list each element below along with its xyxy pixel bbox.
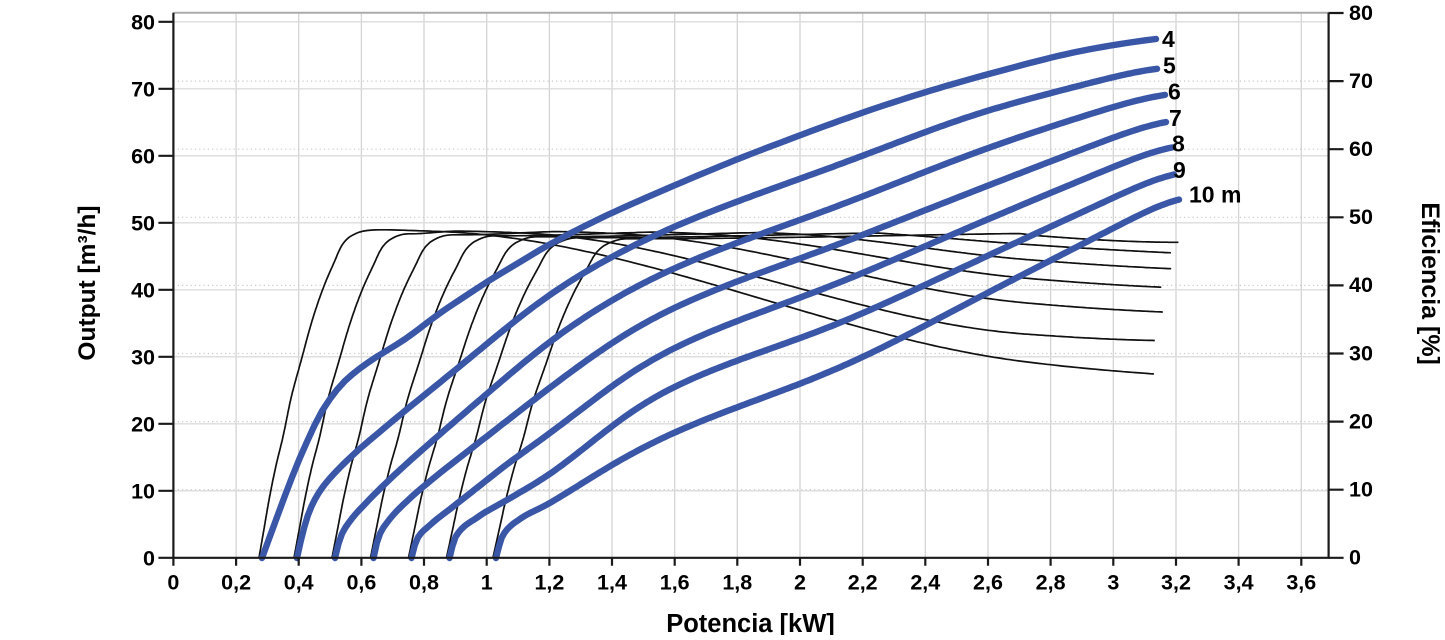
svg-text:2,8: 2,8 [1036, 571, 1066, 595]
svg-text:0,2: 0,2 [221, 571, 251, 595]
svg-text:0: 0 [167, 571, 179, 595]
svg-text:Eficiencia [%]: Eficiencia [%] [1416, 202, 1444, 365]
svg-text:Potencia [kW]: Potencia [kW] [666, 610, 835, 635]
svg-text:5: 5 [1163, 53, 1176, 79]
svg-text:1,6: 1,6 [660, 571, 690, 595]
svg-text:70: 70 [131, 77, 155, 101]
svg-text:50: 50 [131, 211, 155, 235]
svg-text:60: 60 [131, 144, 155, 168]
svg-text:4: 4 [1162, 26, 1175, 52]
svg-text:3: 3 [1107, 571, 1119, 595]
svg-text:3,6: 3,6 [1286, 571, 1316, 595]
svg-text:1,2: 1,2 [534, 571, 564, 595]
svg-text:80: 80 [131, 10, 155, 34]
svg-text:3,2: 3,2 [1161, 571, 1191, 595]
svg-text:20: 20 [131, 412, 155, 436]
svg-text:3,4: 3,4 [1224, 571, 1254, 595]
svg-text:0,4: 0,4 [284, 571, 314, 595]
svg-text:8: 8 [1172, 131, 1185, 157]
svg-text:0,6: 0,6 [346, 571, 376, 595]
svg-text:10 m: 10 m [1189, 182, 1241, 208]
svg-text:2,4: 2,4 [910, 571, 940, 595]
svg-text:30: 30 [1349, 341, 1373, 365]
svg-text:40: 40 [131, 278, 155, 302]
svg-text:9: 9 [1173, 157, 1186, 183]
svg-text:0: 0 [143, 546, 155, 570]
svg-text:0: 0 [1349, 546, 1361, 570]
svg-text:1,8: 1,8 [722, 571, 752, 595]
svg-text:6: 6 [1168, 79, 1181, 105]
svg-text:80: 80 [1349, 1, 1373, 25]
svg-text:50: 50 [1349, 205, 1373, 229]
svg-text:30: 30 [131, 345, 155, 369]
svg-text:40: 40 [1349, 273, 1373, 297]
svg-text:10: 10 [1349, 478, 1373, 502]
svg-text:Output [m³/h]: Output [m³/h] [74, 205, 101, 360]
svg-text:1,4: 1,4 [597, 571, 627, 595]
svg-text:0,8: 0,8 [409, 571, 439, 595]
svg-text:20: 20 [1349, 409, 1373, 433]
svg-text:10: 10 [131, 479, 155, 503]
svg-text:2,6: 2,6 [973, 571, 1003, 595]
svg-text:2: 2 [794, 571, 806, 595]
svg-text:7: 7 [1169, 105, 1182, 131]
svg-text:1: 1 [481, 571, 493, 595]
svg-text:2,2: 2,2 [848, 571, 878, 595]
svg-text:70: 70 [1349, 69, 1373, 93]
svg-text:60: 60 [1349, 137, 1373, 161]
